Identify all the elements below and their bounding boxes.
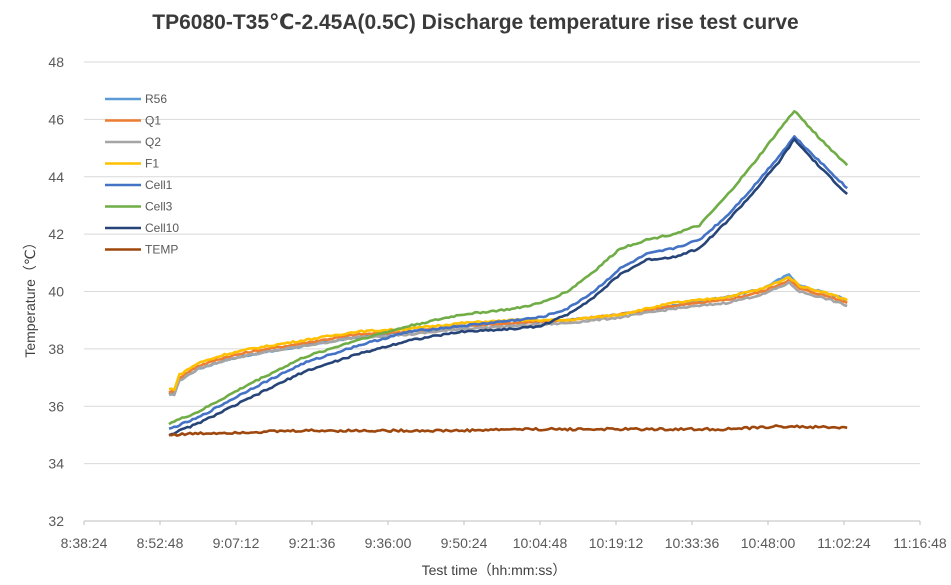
y-tick-label: 32 xyxy=(48,513,64,529)
chart-title: TP6080-T35℃-2.45A(0.5C) Discharge temper… xyxy=(152,11,799,34)
x-axis-label: Test time（hh:mm:ss） xyxy=(422,562,567,578)
legend-label-cell1: Cell1 xyxy=(145,178,173,192)
x-tick-label: 10:04:48 xyxy=(513,535,568,551)
legend: R56 Q1 Q2 F1 Cell1 Cell3 Cell10 TEMP xyxy=(105,92,179,257)
series-line-cell10 xyxy=(168,137,849,437)
x-tick-label: 8:52:48 xyxy=(137,535,184,551)
x-tick-label: 9:21:36 xyxy=(289,535,336,551)
x-tick-label: 9:50:24 xyxy=(441,535,488,551)
y-axis-label: Temperature（℃） xyxy=(22,235,38,357)
legend-label-q2: Q2 xyxy=(145,135,161,149)
legend-label-temp: TEMP xyxy=(145,243,178,257)
series-lines xyxy=(168,110,849,437)
y-tick-label: 40 xyxy=(48,284,64,300)
y-tick-label: 38 xyxy=(48,341,64,357)
x-tick-label: 10:48:00 xyxy=(741,535,796,551)
y-tick-label: 48 xyxy=(48,54,64,70)
legend-label-q1: Q1 xyxy=(145,114,161,128)
x-tick-label: 10:33:36 xyxy=(665,535,720,551)
series-line-cell1 xyxy=(168,135,848,430)
x-tick-label: 10:19:12 xyxy=(589,535,644,551)
series-line-q2 xyxy=(168,280,848,397)
x-tick-label: 11:16:48 xyxy=(893,535,947,551)
series-line-temp xyxy=(168,424,848,437)
x-tick-label: 9:36:00 xyxy=(365,535,412,551)
axes: 32 34 36 38 40 42 44 46 48 8:38:24 8:52:48 9:07:12 9… xyxy=(48,54,947,551)
series-line-q1 xyxy=(168,278,848,394)
y-tick-label: 34 xyxy=(48,456,64,472)
y-tick-label: 36 xyxy=(48,398,64,414)
legend-label-cell10: Cell10 xyxy=(145,221,179,235)
legend-label-cell3: Cell3 xyxy=(145,200,173,214)
legend-label-r56: R56 xyxy=(145,92,167,106)
gridlines xyxy=(84,61,920,465)
x-tick-label: 9:07:12 xyxy=(213,535,260,551)
x-tick-label: 11:02:24 xyxy=(817,535,871,551)
y-tick-label: 44 xyxy=(48,169,64,185)
y-tick-label: 42 xyxy=(48,226,64,242)
legend-label-f1: F1 xyxy=(145,157,159,171)
y-tick-label: 46 xyxy=(48,111,64,127)
x-tick-label: 8:38:24 xyxy=(61,535,108,551)
series-line-cell3 xyxy=(168,110,849,426)
